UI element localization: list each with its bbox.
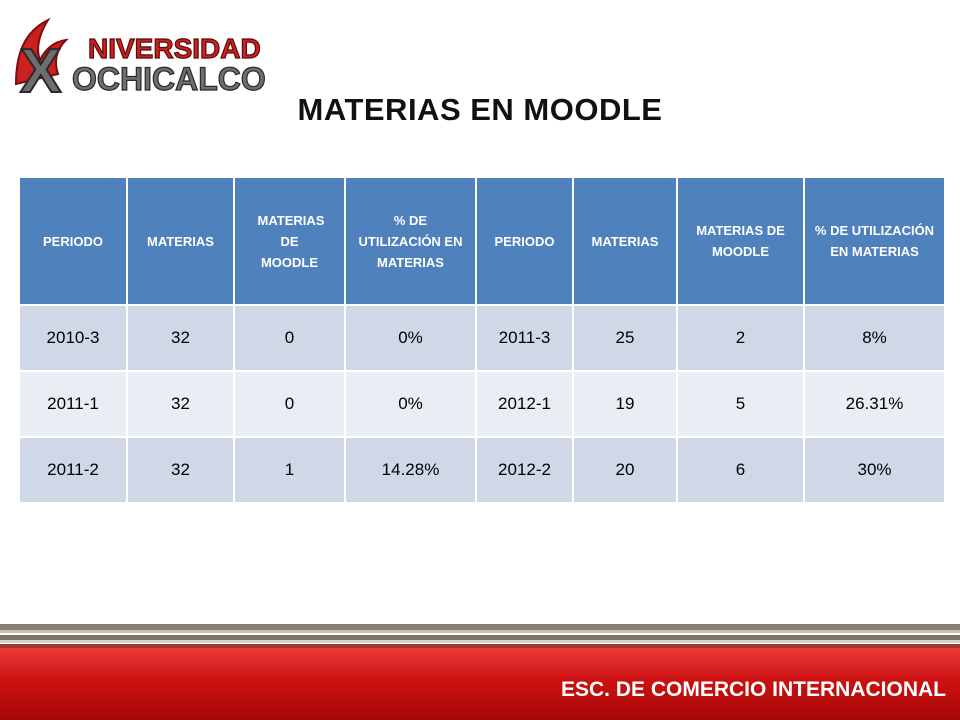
header-text: % DE UTILIZACIÓN EN MATERIAS — [814, 223, 935, 259]
table-cell: 0% — [344, 370, 477, 438]
table-cell: 30% — [803, 436, 946, 504]
table-cell: 2012-2 — [475, 436, 574, 504]
page-title: MATERIAS EN MOODLE — [297, 92, 663, 127]
table-cell: 0% — [344, 304, 477, 372]
table-cell: 14.28% — [344, 436, 477, 504]
table-row: 2011-2 32 1 14.28% 2012-2 20 6 30% — [18, 436, 946, 504]
table-cell: 26.31% — [803, 370, 946, 438]
header-cell: MATERIAS DE MOODLE — [233, 176, 346, 306]
table-cell: 2011-3 — [475, 304, 574, 372]
table-cell: 20 — [572, 436, 678, 504]
header-text: MATERIAS DE MOODLE — [257, 212, 325, 270]
table-cell: 32 — [126, 436, 235, 504]
footer-school-name: ESC. DE COMERCIO INTERNACIONAL — [560, 678, 946, 701]
universidad-xochicalco-logo: X NIVERSIDAD OCHICALCO — [14, 17, 266, 96]
table-cell: 1 — [233, 436, 346, 504]
header-cell: PERIODO — [475, 176, 574, 306]
table-cell: 2011-2 — [18, 436, 128, 504]
header-cell: % DE UTILIZACIÓN EN MATERIAS — [803, 176, 946, 306]
table-row: 2010-3 32 0 0% 2011-3 25 2 8% — [18, 304, 946, 372]
table-cell: 25 — [572, 304, 678, 372]
table-row: 2011-1 32 0 0% 2012-1 19 5 26.31% — [18, 370, 946, 438]
header-cell: MATERIAS — [126, 176, 235, 306]
header-text: % DE UTILIZACIÓN EN MATERIAS — [358, 212, 463, 270]
materias-table: PERIODO MATERIAS MATERIAS DE MOODLE % DE… — [18, 176, 946, 504]
table-cell: 0 — [233, 370, 346, 438]
header-cell: % DE UTILIZACIÓN EN MATERIAS — [344, 176, 477, 306]
header-cell: PERIODO — [18, 176, 128, 306]
table-cell: 2012-1 — [475, 370, 574, 438]
table-cell: 8% — [803, 304, 946, 372]
table-cell: 0 — [233, 304, 346, 372]
header-cell: MATERIAS DE MOODLE — [676, 176, 805, 306]
table-cell: 19 — [572, 370, 678, 438]
table-cell: 2011-1 — [18, 370, 128, 438]
table-cell: 6 — [676, 436, 805, 504]
table-cell: 32 — [126, 370, 235, 438]
table-header-row: PERIODO MATERIAS MATERIAS DE MOODLE % DE… — [18, 176, 946, 306]
header-text: MATERIAS DE MOODLE — [696, 223, 785, 259]
footer-divider-lines — [0, 624, 960, 648]
table-cell: 2 — [676, 304, 805, 372]
logo-line1: NIVERSIDAD — [88, 33, 261, 64]
logo-line2: OCHICALCO — [72, 61, 266, 96]
header-cell: MATERIAS — [572, 176, 678, 306]
table-cell: 32 — [126, 304, 235, 372]
table-cell: 2010-3 — [18, 304, 128, 372]
footer-band: ESC. DE COMERCIO INTERNACIONAL — [0, 648, 960, 720]
table-cell: 5 — [676, 370, 805, 438]
logo-x-letter: X — [20, 37, 61, 96]
